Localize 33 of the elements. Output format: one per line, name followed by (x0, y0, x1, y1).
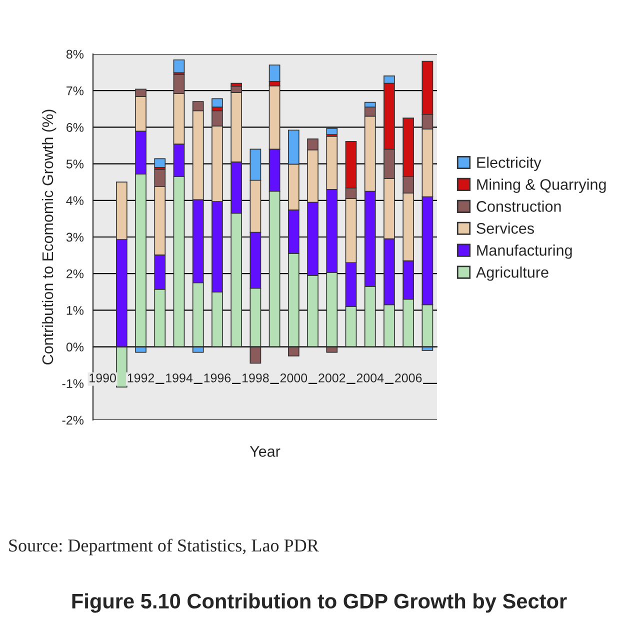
x-tick-label: 2002 (318, 374, 346, 382)
x-axis-title: Year (250, 446, 280, 457)
x-tick-label: 1992 (128, 374, 154, 382)
legend-label: Manufacturing (477, 244, 572, 259)
y-tick-label: -1% (62, 379, 84, 388)
legend-label: Services (476, 222, 534, 234)
text: Figure 5.10 Contribution to GDP Growth by Sector (72, 593, 567, 613)
y-axis-title: Contribution to Ecomomic Growth (%) (42, 110, 56, 364)
bar (173, 59, 185, 74)
bar (326, 128, 338, 135)
source-note: Source: Department of Statistics, Lao PDR (9, 538, 319, 556)
y-tick-label: 8% (66, 50, 84, 59)
x-tick-label: 1994 (166, 374, 193, 382)
y-tick-label: 3% (66, 232, 84, 242)
legend-label: Mining & Quarrying (477, 178, 606, 193)
y-tick-label: -2% (62, 416, 84, 425)
x-tick-label: 2006 (395, 374, 422, 382)
x-tick-label: 1990 (90, 374, 116, 382)
x-tick-label: 1996 (204, 374, 231, 382)
y-tick-label: 5% (66, 160, 84, 168)
x-tick-label: 1998 (242, 374, 269, 382)
y-tick-label: 7% (66, 86, 84, 96)
y-tick-label: 2% (66, 269, 84, 278)
legend-label: Agriculture (476, 266, 548, 281)
legend-label: Electricity (477, 156, 542, 171)
y-tick-label: 4% (66, 196, 84, 206)
y-tick-label: 0% (66, 342, 84, 352)
x-tick-label: 2004 (356, 374, 384, 382)
bar (212, 98, 223, 108)
legend-label: Construction (476, 200, 561, 212)
y-tick-label: 1% (66, 306, 84, 315)
x-tick-label: 2000 (280, 374, 308, 382)
y-tick-label: 6% (66, 123, 84, 132)
